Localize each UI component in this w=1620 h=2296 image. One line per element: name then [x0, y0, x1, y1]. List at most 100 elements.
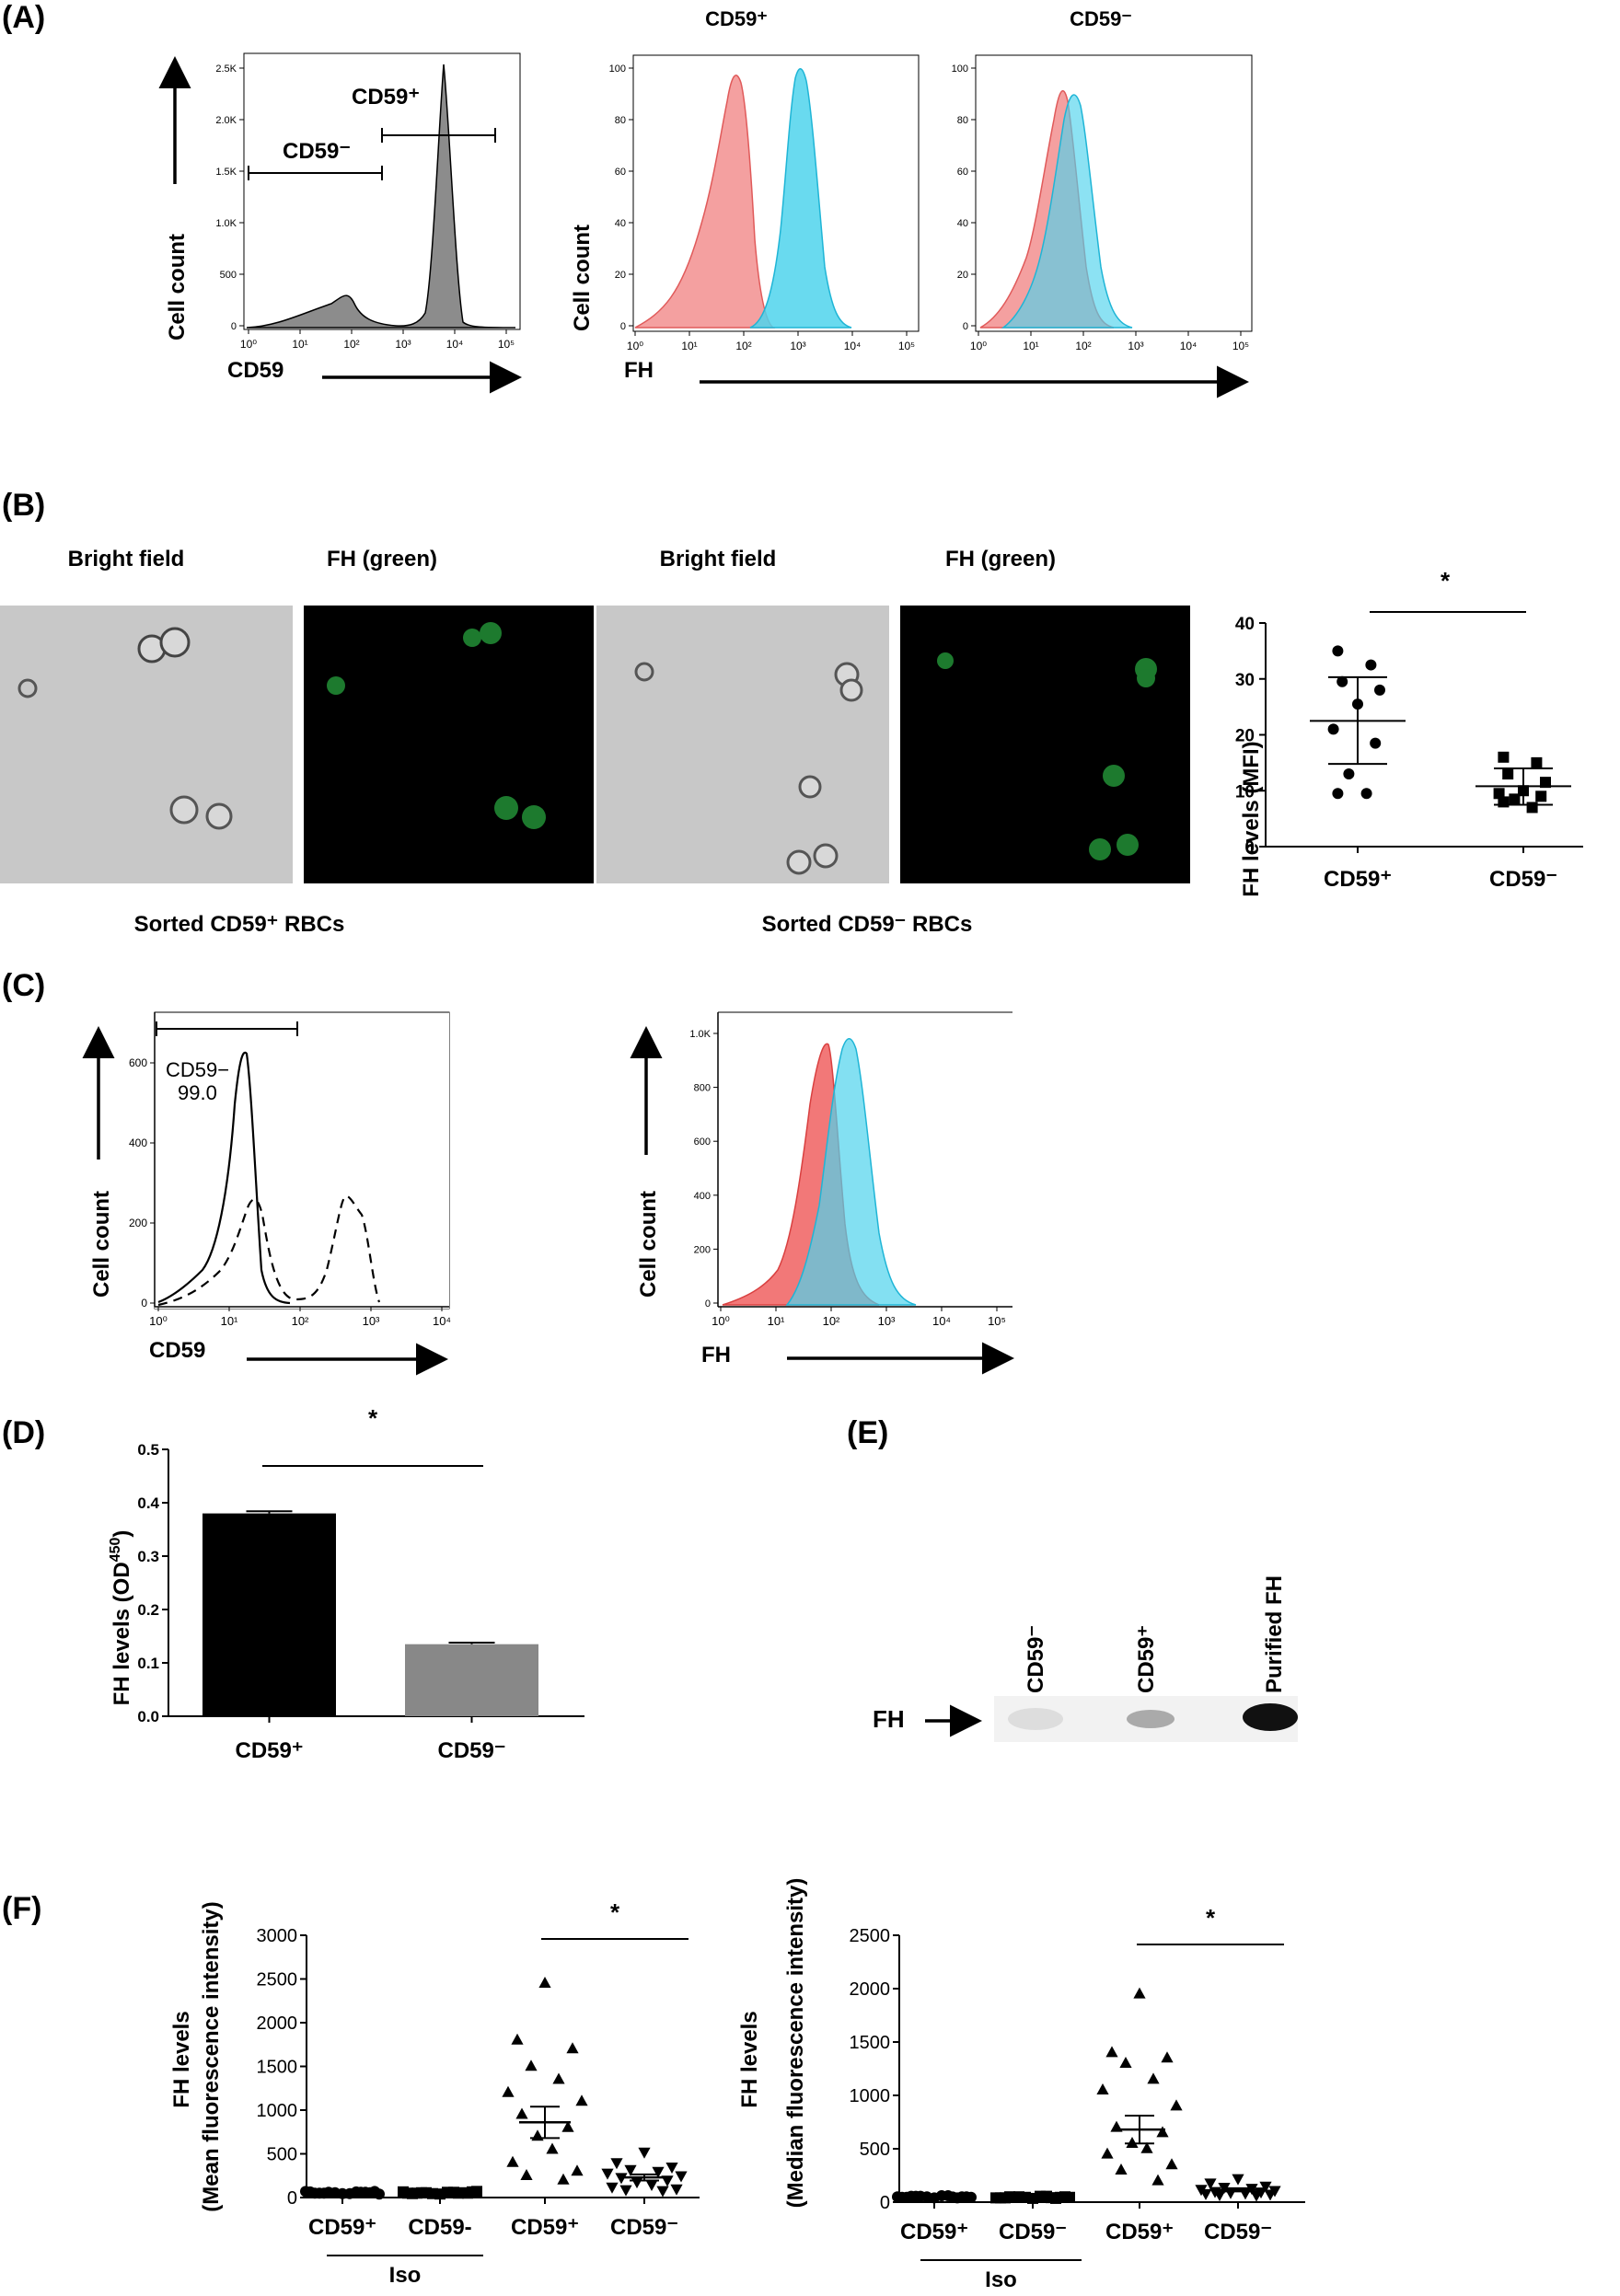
a-cd59-xlabel: CD59 [227, 358, 284, 383]
c-h1-ytick-label: 0 [141, 1297, 147, 1310]
c-h1-ytick-label: 600 [129, 1056, 147, 1069]
a-h3-xtick-label: 10³ [1128, 340, 1143, 352]
f2-data-point [1101, 2147, 1114, 2159]
f-median-fluorescence-scatter: FH levels (Median fluorescence intensity… [737, 1878, 1305, 2292]
f2-ylabel-line2: (Median fluorescence intensity) [783, 1878, 808, 2209]
c-h2-ytick-label: 1.0K [689, 1029, 711, 1040]
a-h3-xtick-label: 10¹ [1023, 340, 1038, 352]
d-ytick-label: 0.3 [137, 1548, 159, 1565]
f2-data-point [1156, 2126, 1169, 2138]
a-h2-ytick-label: 100 [609, 63, 626, 75]
f1-category-label: CD59⁺ [308, 2215, 376, 2240]
d-category-label: CD59⁺ [235, 1738, 303, 1763]
bright-field-image-1 [0, 606, 293, 883]
a-fh-ylabel: Cell count [570, 225, 595, 331]
f2-data-point [1096, 2083, 1109, 2094]
f1-data-point [656, 2186, 669, 2198]
f2-ylabel-line1: FH levels [737, 2011, 762, 2107]
f2-ytick-label: 1500 [850, 2033, 891, 2053]
panel-label-c: (C) [2, 968, 45, 1003]
f1-ytick-label: 2000 [257, 2013, 298, 2034]
a-fh-xlabel: FH [624, 358, 654, 383]
c-h2-xtick-label: 10² [823, 1314, 840, 1328]
d-ytick-label: 0.2 [137, 1601, 159, 1619]
c-h2-xtick-label: 10⁰ [712, 1314, 730, 1328]
d-category-label: CD59⁻ [437, 1738, 505, 1763]
e-fh-label: FH [873, 1705, 905, 1733]
b-ytick-label: 30 [1235, 671, 1255, 690]
f2-data-point [1264, 2189, 1277, 2201]
b-data-point [1493, 788, 1505, 800]
a-h2-ytick-label: 20 [615, 270, 626, 281]
c-h1-xtick-label: 10⁴ [433, 1314, 451, 1328]
f1-data-point [575, 2094, 588, 2106]
f1-data-point [557, 2173, 570, 2185]
a-h1-ytick-label: 1.0K [215, 218, 237, 229]
a-fh-cd59pos-histogram: CD59⁺ 0 20 40 60 80 100 10⁰ 10¹ 10² 10³ 10⁴ 10⁵ Ce… [570, 7, 1249, 398]
f1-ytick-label: 3000 [257, 1926, 298, 1946]
f1-data-point [675, 2171, 688, 2183]
a-h2-ytick-label: 0 [620, 321, 626, 332]
f1-ytick-label: 1000 [257, 2101, 298, 2121]
b-fh-mfi-scatter: FH levels (MFI) * 0 10 20 30 40 CD59⁺ CD59⁻ [1235, 567, 1583, 897]
f2-data-point [1199, 2188, 1212, 2200]
a-cyan-histogram [749, 68, 852, 329]
b-category-label: CD59⁺ [1324, 867, 1392, 892]
d-bar [202, 1513, 336, 1716]
f1-data-point [515, 2107, 528, 2119]
a-hist3-title: CD59⁻ [1070, 7, 1132, 30]
a-h1-ytick-label: 1.5K [215, 167, 237, 178]
f1-data-point [546, 2142, 559, 2154]
a-h1-xtick-label: 10¹ [292, 338, 307, 351]
a-hist2-title: CD59⁺ [705, 7, 768, 30]
c-h1-xtick-label: 10⁰ [149, 1314, 168, 1328]
c-h2-xtick-label: 10¹ [768, 1314, 785, 1328]
e-lane-2-label: CD59⁺ [1134, 1625, 1159, 1693]
a-h3-xtick-label: 10⁰ [970, 340, 987, 352]
f1-data-point [631, 2177, 643, 2189]
b-data-point [1498, 751, 1510, 763]
fh-green-image-2 [900, 606, 1190, 883]
a-h3-xtick-label: 10⁴ [1180, 340, 1198, 352]
panel-label-a: (A) [2, 0, 45, 35]
b-data-point [1343, 768, 1355, 780]
b-img3-title: Bright field [660, 547, 777, 571]
a-h2-ytick-label: 40 [615, 218, 626, 229]
f2-data-point [1170, 2099, 1183, 2111]
f1-ytick-label: 0 [287, 2188, 297, 2209]
f1-data-point [369, 2186, 380, 2198]
b-data-point [1540, 777, 1551, 789]
a-h2-xtick-label: 10⁰ [627, 340, 643, 352]
a-h1-xtick-label: 10⁰ [240, 338, 257, 351]
f2-data-point [1204, 2178, 1217, 2190]
c-h2-ytick-label: 0 [705, 1298, 711, 1310]
a-red-histogram [634, 75, 776, 329]
a-h3-xtick-label: 10⁵ [1232, 340, 1249, 352]
d-bar [405, 1644, 538, 1716]
a-h1-xtick-label: 10⁵ [498, 338, 515, 351]
c-gate-value: 99.0 [178, 1081, 217, 1104]
c-h1-xtick-label: 10² [292, 1314, 309, 1328]
a-fh-cd59neg-histogram: CD59⁻ 0 20 40 60 80 100 10⁰ 10¹ 10² 10³ 10⁴ 10⁵ [952, 7, 1253, 352]
c-h1-xtick-label: 10³ [363, 1314, 380, 1328]
d-ytick-label: 0.4 [137, 1494, 159, 1512]
f2-ytick-label: 2500 [850, 1926, 891, 1946]
f2-ytick-label: 0 [880, 2193, 890, 2213]
f1-data-point [670, 2184, 683, 2196]
panel-label-b: (B) [2, 488, 45, 523]
d-ytick-label: 0.1 [137, 1655, 159, 1672]
panel-label-d: (D) [2, 1415, 45, 1450]
f1-data-point [467, 2186, 478, 2198]
d-ytick-label: 0.5 [137, 1441, 159, 1459]
b-data-point [1502, 768, 1514, 780]
f2-category-label: CD59⁻ [999, 2220, 1067, 2244]
a-h3-ytick-label: 20 [957, 270, 968, 281]
c-cd59-histogram: CD59− 99.0 0 200 400 600 10⁰ 10¹ 10² 10³ 10⁴ Ce… [82, 1011, 451, 1376]
a-h3-xtick-label: 10² [1075, 340, 1091, 352]
f1-data-point [305, 2186, 316, 2198]
f1-data-point [624, 2164, 637, 2176]
f2-data-point [1232, 2174, 1244, 2186]
f1-data-point [402, 2187, 413, 2199]
a-h2-xtick-label: 10¹ [681, 340, 697, 352]
